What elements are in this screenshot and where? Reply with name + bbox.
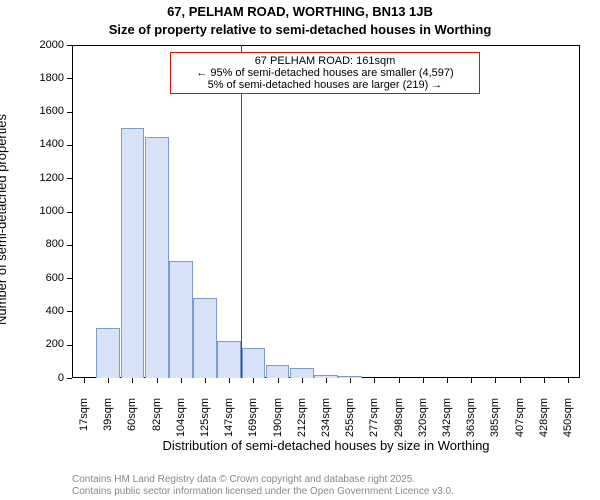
x-tick (205, 378, 206, 383)
x-tick (495, 378, 496, 383)
x-tick (568, 378, 569, 383)
x-tick (229, 378, 230, 383)
annotation-line-2: ← 95% of semi-detached houses are smalle… (175, 67, 475, 79)
x-tick (374, 378, 375, 383)
histogram-bar (290, 368, 314, 378)
y-tick-label: 800 (46, 238, 72, 250)
x-tick (181, 378, 182, 383)
histogram-bar (121, 128, 145, 378)
x-tick (326, 378, 327, 383)
y-tick-label: 400 (46, 305, 72, 317)
chart-title-line2: Size of property relative to semi-detach… (0, 22, 600, 37)
chart-title-line1: 67, PELHAM ROAD, WORTHING, BN13 1JB (0, 4, 600, 19)
plot-area: 020040060080010001200140016001800200017s… (72, 45, 580, 378)
x-tick (471, 378, 472, 383)
histogram-bar (242, 348, 266, 378)
y-tick-label: 600 (46, 272, 72, 284)
y-tick-label: 1000 (40, 205, 72, 217)
y-tick-label: 1200 (40, 172, 72, 184)
y-tick-label: 2000 (40, 39, 72, 51)
axis-right (579, 45, 580, 378)
chart-container: 67, PELHAM ROAD, WORTHING, BN13 1JB Size… (0, 0, 600, 500)
axis-left (72, 45, 73, 378)
y-tick-label: 0 (58, 372, 72, 384)
x-tick (108, 378, 109, 383)
histogram-bar (266, 365, 290, 378)
histogram-bar (169, 261, 193, 378)
x-tick (447, 378, 448, 383)
x-tick (278, 378, 279, 383)
y-tick-label: 1600 (40, 105, 72, 117)
x-tick (157, 378, 158, 383)
x-tick (253, 378, 254, 383)
footnote: Contains HM Land Registry data © Crown c… (72, 474, 454, 497)
histogram-bar (193, 298, 217, 378)
footnote-line-2: Contains public sector information licen… (72, 486, 454, 498)
y-tick-label: 200 (46, 338, 72, 350)
annotation-box: 67 PELHAM ROAD: 161sqm ← 95% of semi-det… (170, 52, 480, 94)
axis-top (72, 45, 580, 46)
marker-line (241, 45, 242, 378)
x-tick (520, 378, 521, 383)
annotation-line-3: 5% of semi-detached houses are larger (2… (175, 79, 475, 91)
x-tick (399, 378, 400, 383)
x-tick (84, 378, 85, 383)
y-axis-label: Number of semi-detached properties (0, 53, 9, 386)
x-tick (544, 378, 545, 383)
y-tick-label: 1400 (40, 138, 72, 150)
x-axis-label: Distribution of semi-detached houses by … (72, 438, 580, 453)
x-tick (350, 378, 351, 383)
footnote-line-1: Contains HM Land Registry data © Crown c… (72, 474, 454, 486)
x-tick (302, 378, 303, 383)
y-tick-label: 1800 (40, 72, 72, 84)
histogram-bar (145, 137, 169, 378)
x-tick (423, 378, 424, 383)
histogram-bar (217, 341, 241, 378)
x-tick (132, 378, 133, 383)
histogram-bar (96, 328, 120, 378)
annotation-line-1: 67 PELHAM ROAD: 161sqm (175, 55, 475, 67)
